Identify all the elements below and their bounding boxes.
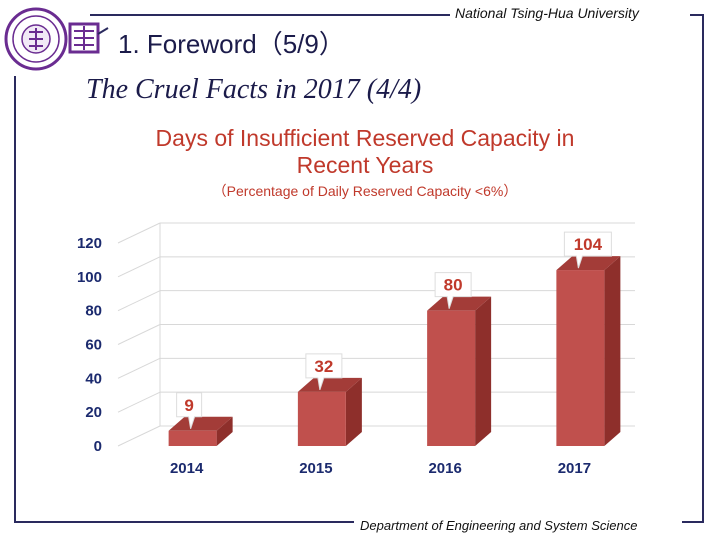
bar-2016	[427, 310, 476, 446]
bar-side-2016	[475, 296, 492, 446]
gridline-floor-40	[117, 357, 161, 379]
frame-top-right-line	[690, 14, 702, 17]
bar-chart: 0 20 40 60 80 100 120 2014 9 2015 32 2016 80 2017 104	[77, 222, 635, 477]
bar-2014	[168, 430, 217, 446]
gridline-floor-120	[117, 222, 161, 244]
frame-bottom-right-line	[682, 521, 704, 524]
x-tick-label: 2014	[170, 460, 204, 477]
x-tick-label: 2015	[299, 460, 332, 477]
bar-top-2016	[427, 296, 492, 311]
department-name: Department of Engineering and System Sci…	[360, 518, 638, 533]
x-tick-label: 2016	[428, 460, 461, 477]
university-name: National Tsing-Hua University	[455, 5, 639, 21]
y-tick-label: 20	[85, 404, 102, 421]
bar-top-2017	[556, 256, 621, 271]
bar-side-2017	[604, 256, 621, 446]
data-label: 32	[314, 357, 333, 376]
data-callout-2014	[176, 392, 203, 429]
frame-top-line	[90, 14, 450, 17]
bar-side-2014	[216, 416, 233, 446]
y-tick-label: 40	[85, 370, 102, 387]
data-label: 104	[574, 235, 603, 254]
bar-top-2015	[297, 377, 362, 392]
data-label: 9	[184, 396, 193, 415]
y-tick-label: 80	[85, 303, 102, 320]
data-callout-2016	[434, 272, 472, 309]
bar-2017	[556, 270, 605, 446]
data-callout-2015	[305, 353, 343, 391]
frame-bottom-line	[14, 521, 354, 524]
y-tick-label: 100	[77, 269, 102, 286]
data-label: 80	[444, 276, 463, 295]
chart-subtitle: （Percentage of Daily Reserved Capacity <…	[212, 183, 518, 199]
chart-title-line1: Days of Insufficient Reserved Capacity i…	[155, 125, 575, 151]
university-logo-icon	[4, 7, 109, 71]
data-callout-2017	[563, 231, 612, 269]
gridline-floor-100	[117, 256, 161, 278]
gridline-floor-0	[117, 425, 161, 447]
y-tick-label: 0	[94, 438, 102, 455]
bar-top-2014	[168, 416, 233, 431]
bar-side-2015	[345, 377, 362, 446]
frame-right-line	[702, 14, 705, 522]
gridline-floor-80	[117, 290, 161, 312]
y-tick-label: 120	[77, 235, 102, 252]
section-title: 1. Foreword（5/9）	[118, 29, 345, 59]
slide-subtitle: The Cruel Facts in 2017 (4/4)	[86, 74, 422, 105]
y-tick-label: 60	[85, 337, 102, 354]
bar-2015	[297, 391, 346, 446]
gridline-floor-60	[117, 324, 161, 345]
frame-left-line	[14, 76, 17, 523]
chart-title-line2: Recent Years	[296, 152, 434, 178]
x-tick-label: 2017	[558, 460, 591, 477]
gridline-floor-20	[117, 391, 161, 413]
